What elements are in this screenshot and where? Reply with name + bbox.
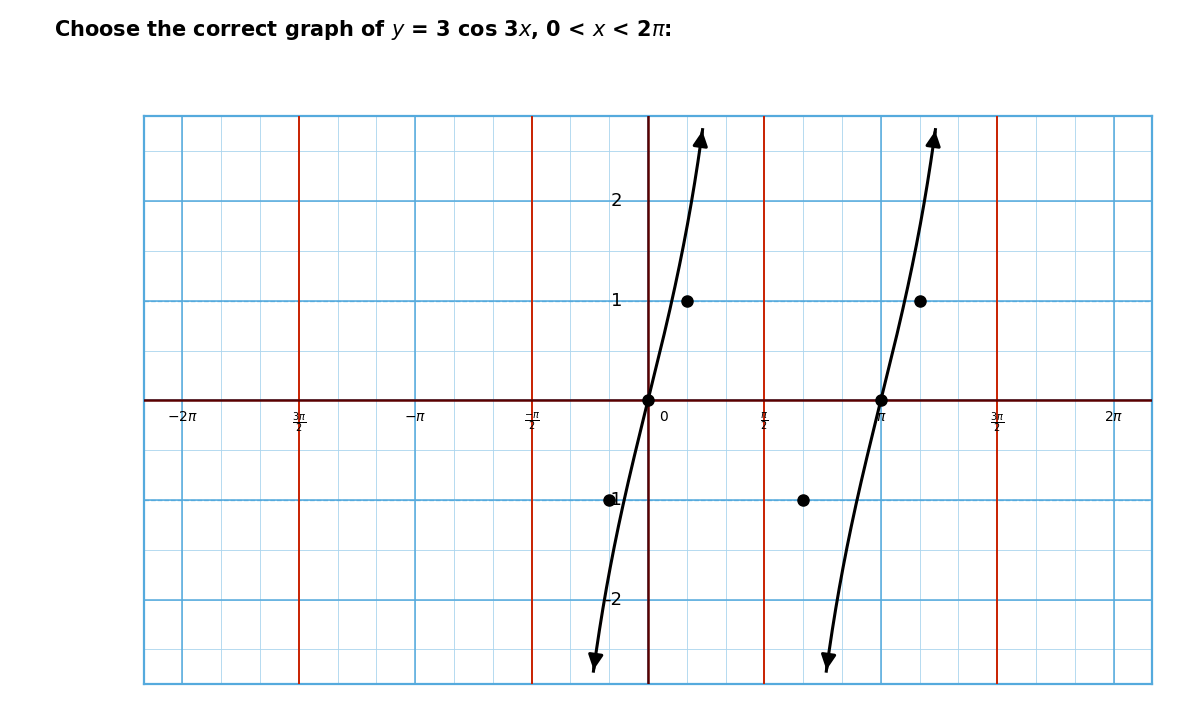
- Text: -1: -1: [604, 491, 622, 509]
- Text: Choose the correct graph of $\mathit{y}$ = 3 cos 3$\mathit{x}$, 0 < $\mathit{x}$: Choose the correct graph of $\mathit{y}$…: [54, 18, 672, 42]
- Text: $2\pi$: $2\pi$: [1104, 411, 1123, 424]
- Text: $0$: $0$: [659, 411, 668, 424]
- Text: $\frac{\pi}{2}$: $\frac{\pi}{2}$: [761, 411, 768, 432]
- Text: $-2\pi$: $-2\pi$: [167, 411, 198, 424]
- Text: 1: 1: [611, 292, 622, 310]
- Text: $-\pi$: $-\pi$: [404, 411, 426, 424]
- Text: $\pi$: $\pi$: [876, 411, 886, 424]
- Text: 2: 2: [611, 192, 622, 210]
- Text: $\frac{3\pi}{2}$: $\frac{3\pi}{2}$: [990, 411, 1004, 435]
- Text: -2: -2: [604, 590, 622, 609]
- Text: $\frac{3\pi}{2}$: $\frac{3\pi}{2}$: [292, 411, 306, 435]
- Text: $\frac{-\pi}{2}$: $\frac{-\pi}{2}$: [523, 411, 540, 432]
